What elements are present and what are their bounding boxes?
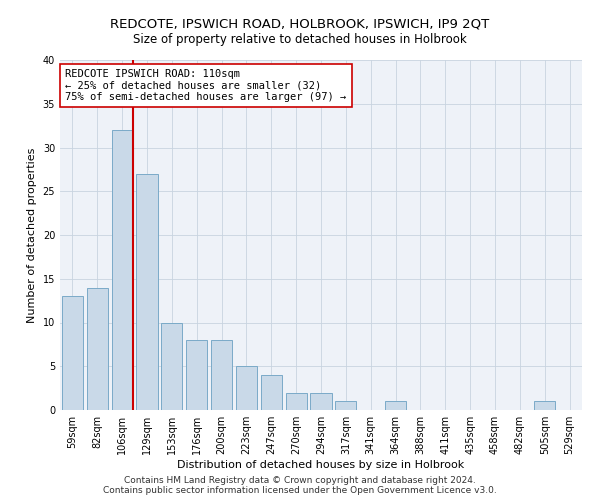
Bar [136, 174, 158, 410]
Bar [186, 340, 207, 410]
Text: REDCOTE IPSWICH ROAD: 110sqm
← 25% of detached houses are smaller (32)
75% of se: REDCOTE IPSWICH ROAD: 110sqm ← 25% of de… [65, 68, 346, 102]
Text: Size of property relative to detached houses in Holbrook: Size of property relative to detached ho… [133, 32, 467, 46]
Bar [385, 401, 406, 410]
Y-axis label: Number of detached properties: Number of detached properties [27, 148, 37, 322]
Bar [236, 366, 257, 410]
Bar [310, 392, 332, 410]
Bar [286, 392, 307, 410]
Bar [261, 375, 282, 410]
Bar [534, 401, 555, 410]
Text: REDCOTE, IPSWICH ROAD, HOLBROOK, IPSWICH, IP9 2QT: REDCOTE, IPSWICH ROAD, HOLBROOK, IPSWICH… [110, 18, 490, 30]
Bar [335, 401, 356, 410]
Bar [161, 322, 182, 410]
Bar [87, 288, 108, 410]
X-axis label: Distribution of detached houses by size in Holbrook: Distribution of detached houses by size … [178, 460, 464, 470]
Bar [62, 296, 83, 410]
Bar [112, 130, 133, 410]
Text: Contains HM Land Registry data © Crown copyright and database right 2024.
Contai: Contains HM Land Registry data © Crown c… [103, 476, 497, 495]
Bar [211, 340, 232, 410]
